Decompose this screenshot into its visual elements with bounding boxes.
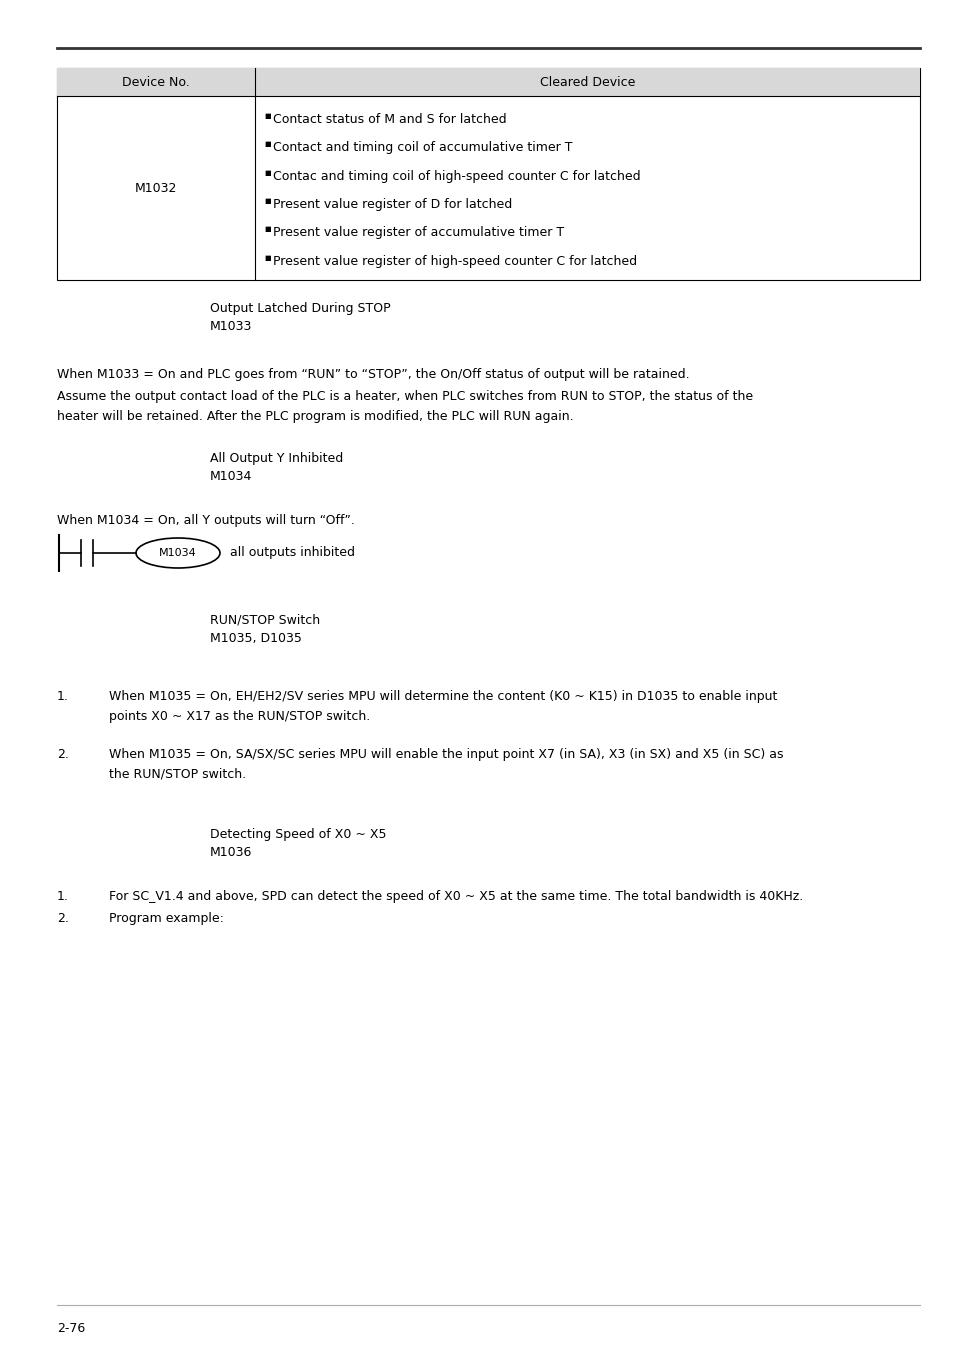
Text: 2.: 2. bbox=[57, 913, 69, 925]
Text: Detecting Speed of X0 ~ X5: Detecting Speed of X0 ~ X5 bbox=[210, 828, 386, 841]
Text: ■: ■ bbox=[264, 227, 271, 232]
Text: Cleared Device: Cleared Device bbox=[539, 76, 635, 89]
Text: 1.: 1. bbox=[57, 890, 69, 903]
Text: M1032: M1032 bbox=[134, 181, 177, 194]
Text: Assume the output contact load of the PLC is a heater, when PLC switches from RU: Assume the output contact load of the PL… bbox=[57, 390, 752, 404]
Text: Contact and timing coil of accumulative timer T: Contact and timing coil of accumulative … bbox=[273, 142, 572, 154]
Text: When M1035 = On, SA/SX/SC series MPU will enable the input point X7 (in SA), X3 : When M1035 = On, SA/SX/SC series MPU wil… bbox=[109, 748, 782, 761]
Text: Contact status of M and S for latched: Contact status of M and S for latched bbox=[273, 113, 506, 126]
Text: Program example:: Program example: bbox=[109, 913, 224, 925]
Text: heater will be retained. After the PLC program is modified, the PLC will RUN aga: heater will be retained. After the PLC p… bbox=[57, 410, 573, 423]
Text: all outputs inhibited: all outputs inhibited bbox=[230, 547, 355, 559]
Text: M1033: M1033 bbox=[210, 320, 253, 333]
Text: the RUN/STOP switch.: the RUN/STOP switch. bbox=[109, 768, 246, 782]
Text: points X0 ~ X17 as the RUN/STOP switch.: points X0 ~ X17 as the RUN/STOP switch. bbox=[109, 710, 370, 724]
Text: M1034: M1034 bbox=[210, 470, 253, 483]
Text: When M1034 = On, all Y outputs will turn “Off”.: When M1034 = On, all Y outputs will turn… bbox=[57, 514, 355, 526]
Text: Output Latched During STOP: Output Latched During STOP bbox=[210, 302, 390, 315]
Text: When M1033 = On and PLC goes from “RUN” to “STOP”, the On/Off status of output w: When M1033 = On and PLC goes from “RUN” … bbox=[57, 369, 689, 381]
Text: ■: ■ bbox=[264, 113, 271, 119]
Text: 2-76: 2-76 bbox=[57, 1322, 85, 1335]
Text: Present value register of high-speed counter C for latched: Present value register of high-speed cou… bbox=[273, 255, 637, 267]
Text: Present value register of accumulative timer T: Present value register of accumulative t… bbox=[273, 227, 563, 239]
Text: Present value register of D for latched: Present value register of D for latched bbox=[273, 198, 512, 211]
Text: All Output Y Inhibited: All Output Y Inhibited bbox=[210, 452, 343, 464]
Text: 2.: 2. bbox=[57, 748, 69, 761]
Text: Device No.: Device No. bbox=[122, 76, 190, 89]
Text: M1034: M1034 bbox=[159, 548, 196, 558]
Text: M1035, D1035: M1035, D1035 bbox=[210, 632, 301, 645]
Bar bbox=[57, 68, 919, 96]
Text: ■: ■ bbox=[264, 170, 271, 176]
Text: ■: ■ bbox=[264, 198, 271, 204]
Text: 1.: 1. bbox=[57, 690, 69, 703]
Text: For SC_V1.4 and above, SPD can detect the speed of X0 ~ X5 at the same time. The: For SC_V1.4 and above, SPD can detect th… bbox=[109, 890, 802, 903]
Text: Contac and timing coil of high-speed counter C for latched: Contac and timing coil of high-speed cou… bbox=[273, 170, 640, 182]
Text: RUN/STOP Switch: RUN/STOP Switch bbox=[210, 614, 320, 626]
Text: When M1035 = On, EH/EH2/SV series MPU will determine the content (K0 ~ K15) in D: When M1035 = On, EH/EH2/SV series MPU wi… bbox=[109, 690, 777, 703]
Bar bbox=[57, 68, 919, 279]
Text: ■: ■ bbox=[264, 255, 271, 261]
Text: M1036: M1036 bbox=[210, 846, 253, 859]
Text: ■: ■ bbox=[264, 142, 271, 147]
